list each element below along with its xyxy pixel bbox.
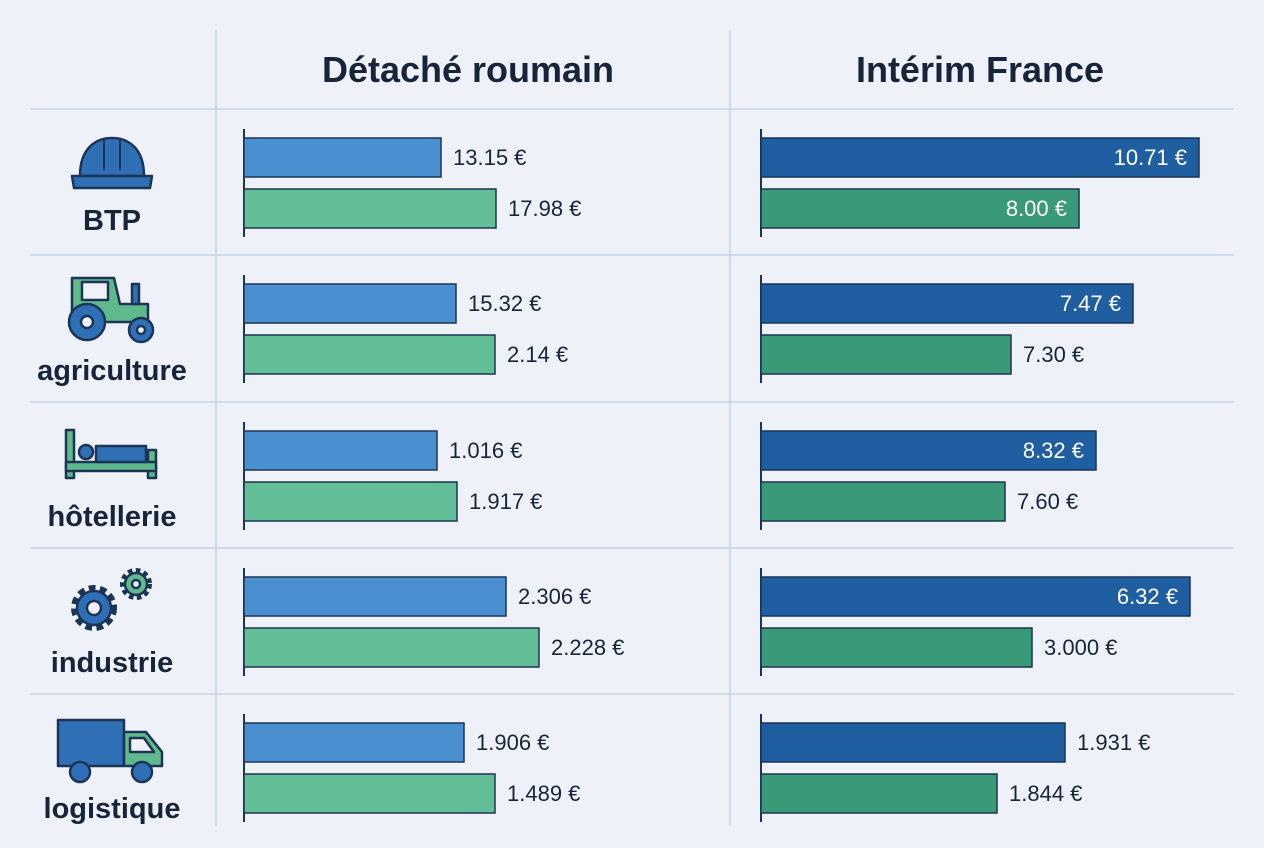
data-label: 13.15 € [453, 145, 526, 170]
bar [243, 481, 458, 522]
data-label: 1.844 € [1009, 781, 1082, 806]
data-label: 1.906 € [476, 730, 549, 755]
bar [243, 188, 497, 229]
bar [243, 722, 465, 763]
data-label: 8.00 € [1006, 196, 1067, 221]
bar [243, 137, 442, 178]
panel-title: Intérim France [856, 49, 1104, 90]
bar [760, 576, 1191, 617]
data-label: 17.98 € [508, 196, 581, 221]
tractor-icon [67, 276, 155, 344]
bar [243, 430, 438, 471]
bar [243, 334, 496, 375]
data-label: 7.47 € [1060, 291, 1121, 316]
grid-lines [30, 30, 1234, 826]
category-label: agriculture [37, 355, 187, 387]
bar [760, 430, 1097, 471]
category-label: BTP [83, 205, 141, 237]
bar [760, 334, 1012, 375]
bar [760, 283, 1134, 324]
category-label: hôtellerie [48, 501, 177, 533]
bar [760, 722, 1066, 763]
bar [760, 627, 1033, 668]
bed-icon [64, 428, 158, 480]
bars-layer: 13.15 € 15.32 € 1.016 € 2.306 € 1.906 € 17.98… [243, 129, 1200, 822]
category-label: logistique [44, 793, 181, 825]
bar [243, 627, 540, 668]
bar [243, 773, 496, 814]
hard-hat-icon [70, 136, 154, 190]
data-label: 8.32 € [1023, 438, 1084, 463]
bar [760, 773, 998, 814]
data-label: 2.14 € [507, 342, 568, 367]
category-label: industrie [51, 647, 173, 679]
data-label: 2.306 € [518, 584, 591, 609]
data-label: 7.60 € [1017, 489, 1078, 514]
data-label: 15.32 € [468, 291, 541, 316]
data-label: 7.30 € [1023, 342, 1084, 367]
bar [760, 188, 1080, 229]
panel-title: Détaché roumain [322, 49, 614, 90]
data-label: 1.489 € [507, 781, 580, 806]
data-label: 1.016 € [449, 438, 522, 463]
bar [760, 137, 1200, 178]
data-label: 6.32 € [1117, 584, 1178, 609]
data-label: 1.917 € [469, 489, 542, 514]
data-label: 3.000 € [1044, 635, 1117, 660]
bar [243, 576, 507, 617]
bar [760, 481, 1006, 522]
bar [243, 283, 457, 324]
data-label: 10.71 € [1114, 145, 1187, 170]
data-label: 1.931 € [1077, 730, 1150, 755]
truck-icon [56, 718, 164, 784]
gears-icon [71, 568, 152, 631]
data-label: 2.228 € [551, 635, 624, 660]
